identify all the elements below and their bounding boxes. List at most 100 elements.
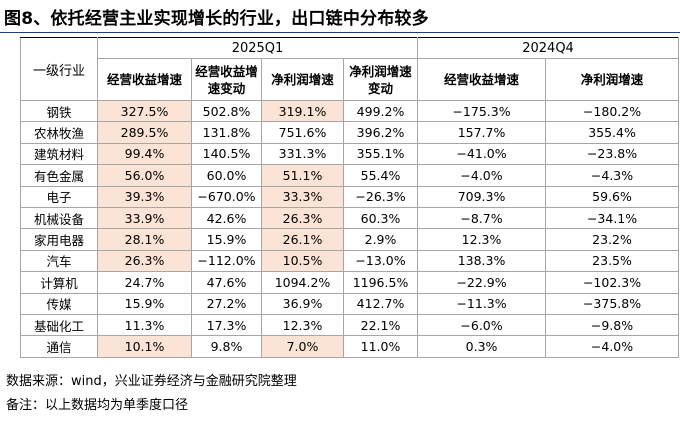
value-cell: −4.0% [417,164,547,187]
remark-note: 备注：以上数据均为单季度口径 [6,398,189,413]
value-cell: 11.3% [97,313,192,337]
value-cell: −41.0% [417,142,547,166]
column-header: 净利润增速 [261,58,344,101]
value-cell: 331.3% [261,142,344,166]
value-cell: 355.4% [545,121,680,144]
group-header-2025q1: 2025Q1 [96,37,419,59]
table-body: 钢铁 327.5% 502.8% 319.1% 499.2% −175.3% −180.2%… [20,99,680,358]
value-cell: 1196.5% [342,271,419,294]
figure-title: 图8、依托经营主业实现增长的行业，出口链中分布较多 [4,9,429,29]
industry-name-cell: 通信 [20,335,98,358]
value-cell: 157.7% [417,121,547,144]
value-cell: 709.3% [417,185,547,208]
value-cell: 10.5% [261,249,344,273]
table-row: 钢铁 327.5% 502.8% 319.1% 499.2% −175.3% −180.2% [20,99,680,123]
table-row: 计算机 24.7% 47.6% 1094.2% 1196.5% −22.9% −102.3% [20,271,680,294]
column-header: 净利润增速变动 [342,58,419,101]
industry-name-cell: 家用电器 [20,228,98,251]
value-cell: 26.1% [261,228,344,251]
industry-name-cell: 机械设备 [20,206,98,230]
value-cell: −4.0% [545,335,680,358]
value-cell: 138.3% [417,249,547,273]
value-cell: 499.2% [342,99,419,123]
value-cell: 59.6% [545,185,680,208]
value-cell: −6.0% [417,313,547,337]
industry-name-cell: 基础化工 [20,313,98,337]
value-cell: 140.5% [191,142,262,166]
value-cell: 56.0% [97,164,192,187]
value-cell: −23.8% [545,142,680,166]
table-row: 机械设备 33.9% 42.6% 26.3% 60.3% −8.7% −34.1% [20,206,680,230]
value-cell: −175.3% [417,99,547,123]
value-cell: 33.3% [261,185,344,208]
value-cell: −102.3% [545,271,680,294]
value-cell: 26.3% [97,249,192,273]
row-header-industry: 一级行业 [20,37,98,101]
industry-name-cell: 建筑材料 [20,142,98,166]
table-row: 有色金属 56.0% 60.0% 51.1% 55.4% −4.0% −4.3% [20,164,680,187]
value-cell: −375.8% [545,292,680,315]
value-cell: 23.5% [545,249,680,273]
column-header: 净利润增速 [545,58,680,101]
value-cell: 39.3% [97,185,192,208]
column-header: 经营收益增速 [97,58,192,101]
table-row: 建筑材料 99.4% 140.5% 331.3% 355.1% −41.0% −23.8% [20,142,680,166]
value-cell: 319.1% [261,99,344,123]
value-cell: 36.9% [261,292,344,315]
value-cell: 396.2% [342,121,419,144]
table-row: 传媒 15.9% 27.2% 36.9% 412.7% −11.3% −375.8% [20,292,680,315]
value-cell: 26.3% [261,206,344,230]
value-cell: −9.8% [545,313,680,337]
value-cell: 15.9% [191,228,262,251]
industry-name-cell: 汽车 [20,249,98,273]
value-cell: 131.8% [191,121,262,144]
column-header: 经营收益增速 [417,58,547,101]
value-cell: 27.2% [191,292,262,315]
value-cell: 1094.2% [261,271,344,294]
value-cell: 0.3% [417,335,547,358]
value-cell: 412.7% [342,292,419,315]
value-cell: −180.2% [545,99,680,123]
value-cell: 42.6% [191,206,262,230]
value-cell: 22.1% [342,313,419,337]
table-row: 基础化工 11.3% 17.3% 12.3% 22.1% −6.0% −9.8% [20,313,680,337]
value-cell: 751.6% [261,121,344,144]
data-source-note: 数据来源：wind，兴业证券经济与金融研究院整理 [6,374,297,389]
industry-name-cell: 电子 [20,185,98,208]
value-cell: 60.0% [191,164,262,187]
value-cell: −13.0% [342,249,419,273]
group-header-2024q4: 2024Q4 [417,37,680,59]
table-row: 电子 39.3% −670.0% 33.3% −26.3% 709.3% 59.6% [20,185,680,208]
value-cell: 7.0% [261,335,344,358]
industry-name-cell: 计算机 [20,271,98,294]
industry-name-cell: 传媒 [20,292,98,315]
value-cell: 33.9% [97,206,192,230]
value-cell: 327.5% [97,99,192,123]
value-cell: 51.1% [261,164,344,187]
value-cell: −670.0% [191,185,262,208]
value-cell: 24.7% [97,271,192,294]
value-cell: −11.3% [417,292,547,315]
table-row: 家用电器 28.1% 15.9% 26.1% 2.9% 12.3% 23.2% [20,228,680,251]
value-cell: 55.4% [342,164,419,187]
value-cell: 355.1% [342,142,419,166]
value-cell: 12.3% [261,313,344,337]
industry-growth-table: 一级行业 2025Q1 2024Q4 经营收益增速 经营收益增速变动 净利润增速… [20,37,680,358]
table-row: 通信 10.1% 9.8% 7.0% 11.0% 0.3% −4.0% [20,335,680,358]
value-cell: −26.3% [342,185,419,208]
value-cell: 12.3% [417,228,547,251]
value-cell: 28.1% [97,228,192,251]
industry-name-cell: 钢铁 [20,99,98,123]
value-cell: −4.3% [545,164,680,187]
value-cell: 289.5% [97,121,192,144]
table-row: 农林牧渔 289.5% 131.8% 751.6% 396.2% 157.7% 355.4% [20,121,680,144]
value-cell: 15.9% [97,292,192,315]
column-header: 经营收益增速变动 [191,58,262,101]
value-cell: 11.0% [342,335,419,358]
industry-name-cell: 农林牧渔 [20,121,98,144]
value-cell: 60.3% [342,206,419,230]
table-row: 汽车 26.3% −112.0% 10.5% −13.0% 138.3% 23.5% [20,249,680,273]
value-cell: 47.6% [191,271,262,294]
value-cell: 9.8% [191,335,262,358]
value-cell: 2.9% [342,228,419,251]
